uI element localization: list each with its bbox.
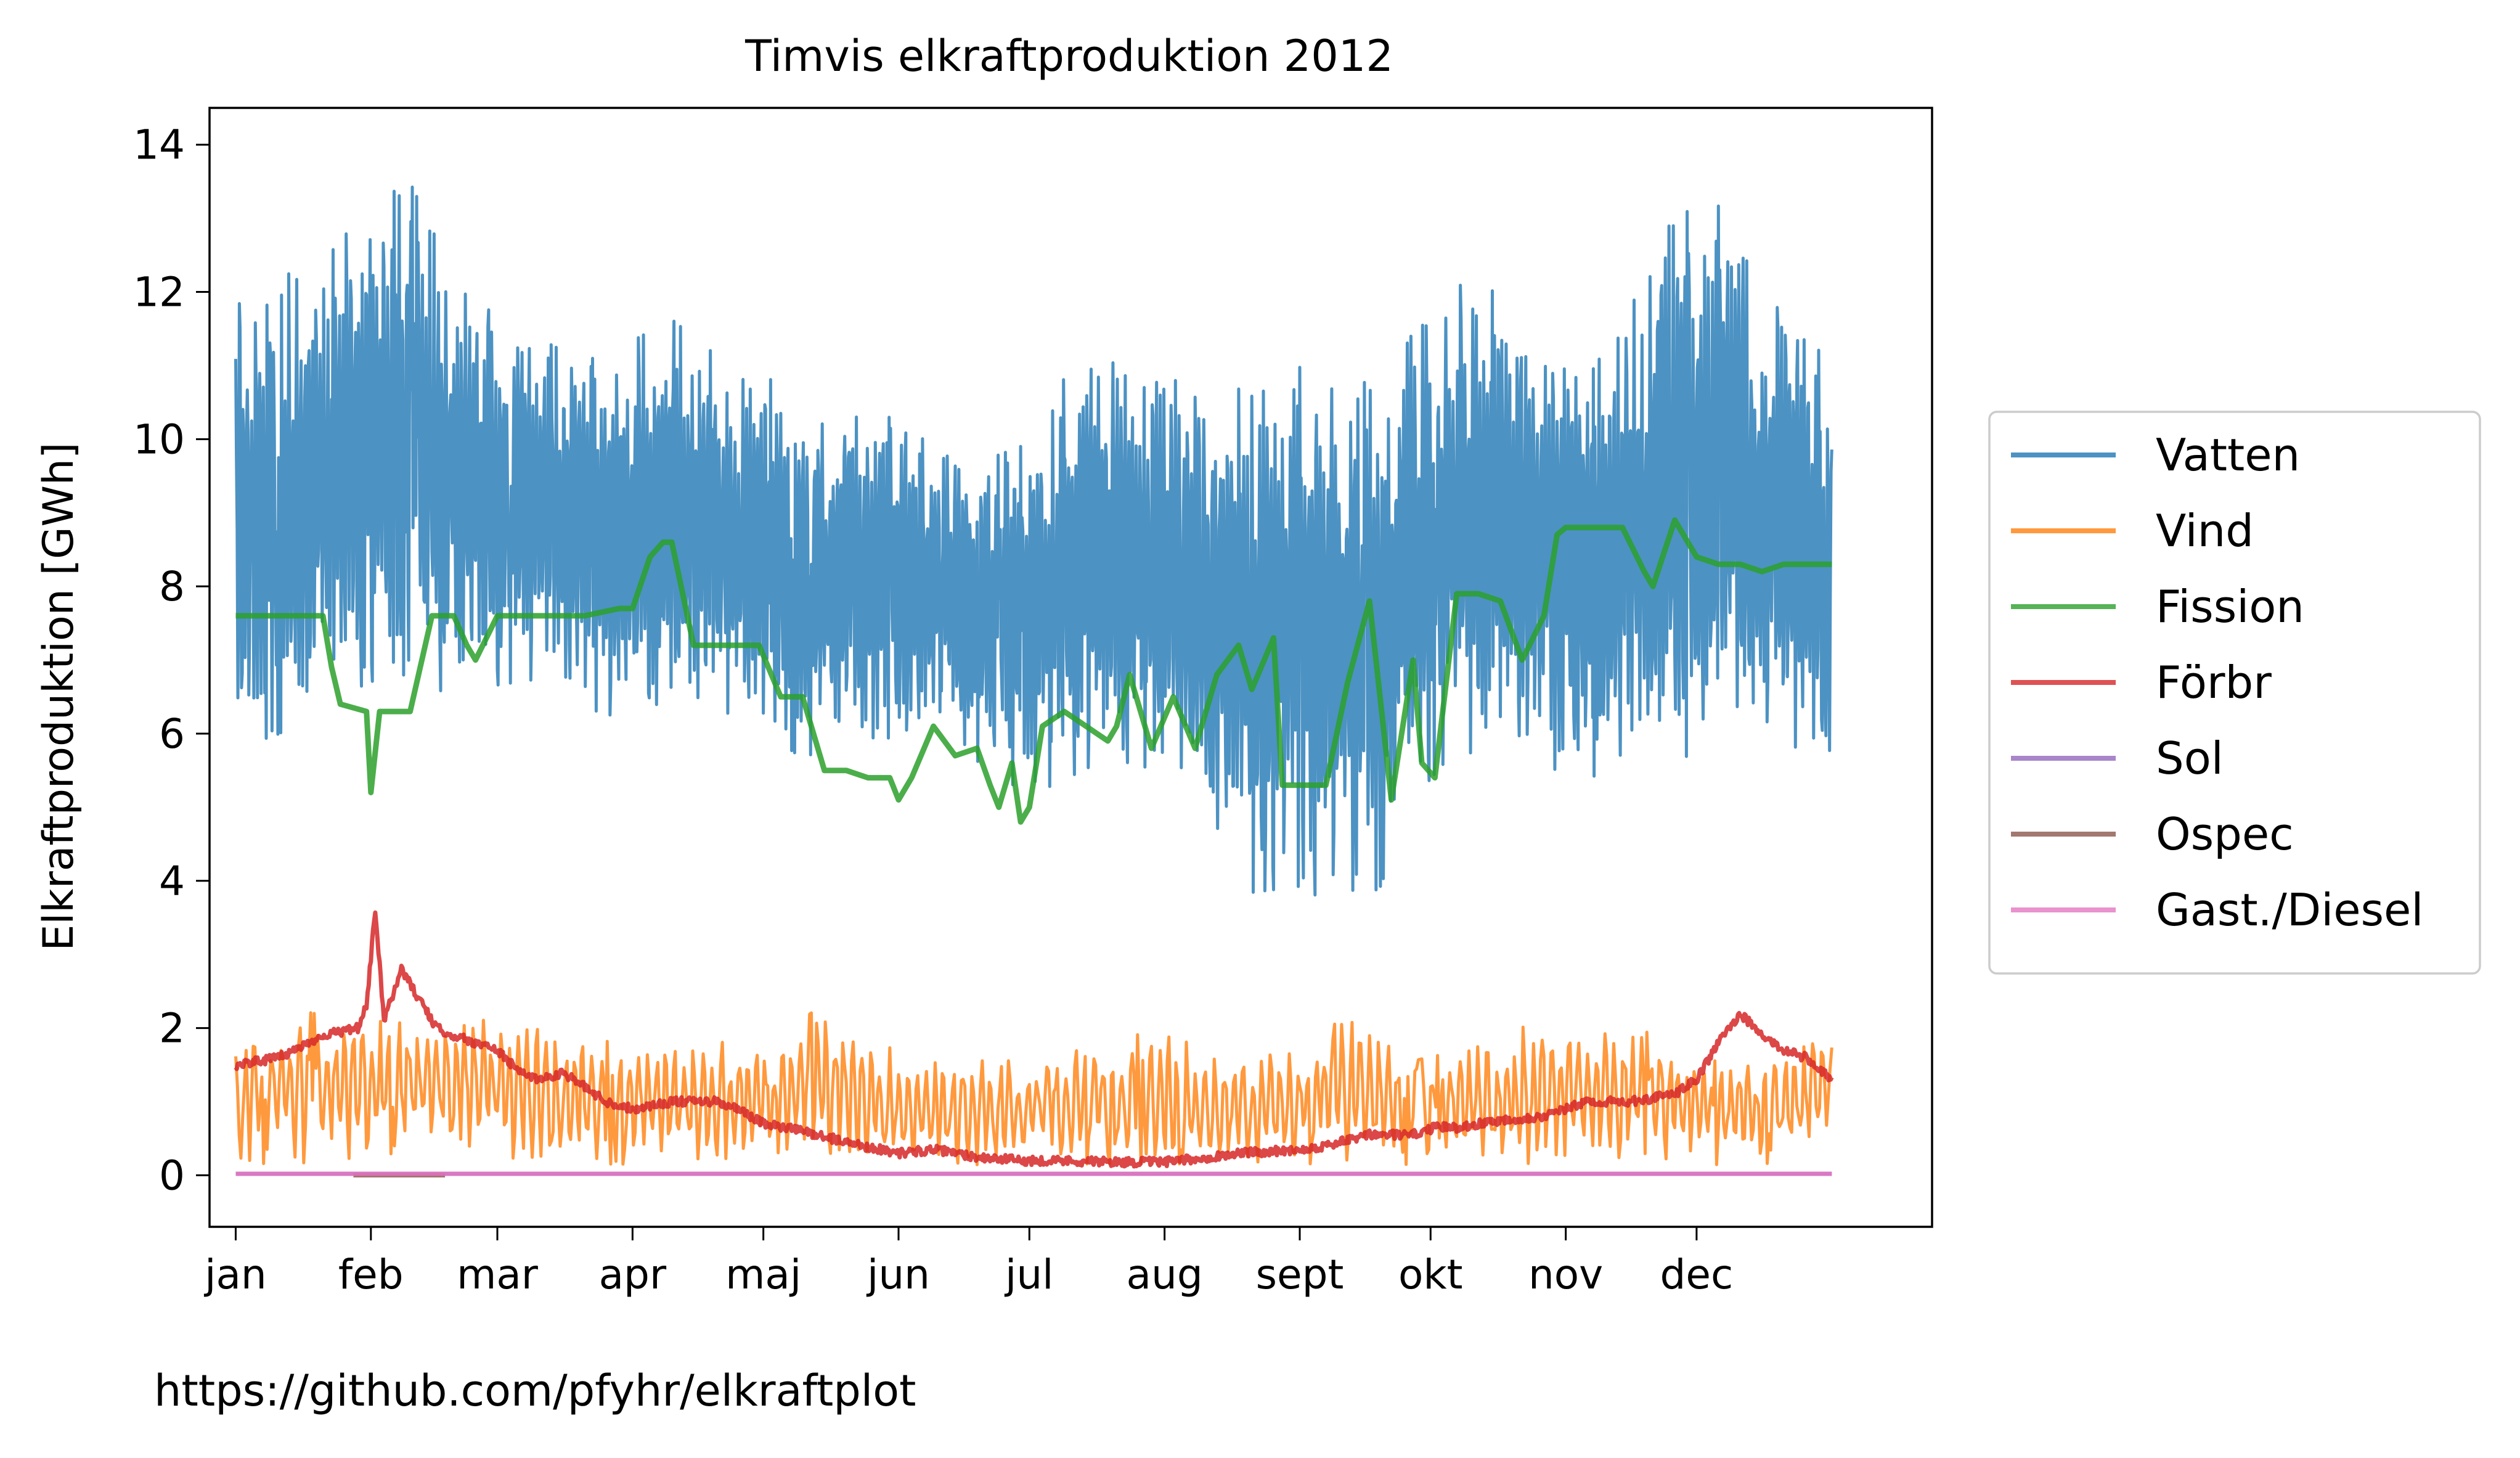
chart-title: Timvis elkraftproduktion 2012 — [744, 31, 1393, 81]
y-tick-label: 0 — [159, 1152, 185, 1199]
legend-label: Gast./Diesel — [2156, 884, 2423, 936]
series-line-series-2 — [234, 1011, 1833, 1166]
y-tick-label: 8 — [159, 563, 185, 610]
y-axis-label: Elkraftproduktion [GWh] — [35, 442, 83, 951]
y-tick-label: 4 — [159, 858, 185, 905]
plot-area — [208, 107, 1933, 1228]
x-tick-label: okt — [1398, 1251, 1462, 1298]
x-axis: jan feb mar apr maj jun jul aug sept okt nov dec — [203, 1227, 1733, 1298]
y-tick-label: 14 — [133, 121, 185, 169]
x-tick-label: sept — [1256, 1251, 1344, 1298]
x-tick-label: jun — [866, 1251, 930, 1298]
plot-frame — [208, 107, 1933, 1228]
y-tick-label: 10 — [133, 416, 185, 463]
y-axis: 0 2 4 6 8 10 12 14 — [133, 121, 210, 1199]
x-tick-label: jul — [1004, 1251, 1054, 1298]
x-tick-label: mar — [457, 1251, 539, 1298]
x-tick-label: nov — [1528, 1251, 1603, 1298]
legend-label: Förbr — [2156, 657, 2272, 708]
legend-label: Ospec — [2156, 808, 2294, 860]
x-tick-label: dec — [1660, 1251, 1734, 1298]
legend-label: Vind — [2156, 505, 2254, 557]
x-tick-label: maj — [725, 1251, 801, 1298]
x-tick-label: aug — [1127, 1251, 1203, 1298]
legend-label: Sol — [2156, 732, 2224, 784]
x-tick-label: apr — [599, 1251, 667, 1298]
legend-label: Vatten — [2156, 429, 2300, 481]
y-tick-label: 6 — [159, 710, 185, 758]
series-line-series-4 — [234, 910, 1834, 1169]
x-tick-label: jan — [203, 1251, 267, 1298]
y-tick-label: 12 — [133, 269, 185, 316]
legend-label: Fission — [2156, 581, 2304, 633]
series-lines — [234, 186, 1834, 1177]
y-tick-label: 2 — [159, 1005, 185, 1052]
series-line-series-1 — [234, 186, 1833, 897]
x-tick-label: feb — [338, 1251, 404, 1298]
legend: Vatten Vind Fission Förbr Sol Ospec Gast./Dies… — [1988, 411, 2481, 975]
source-url[interactable]: https://github.com/pfyhr/elkraftplot — [154, 1366, 916, 1416]
series-line-series-3 — [235, 517, 1832, 825]
